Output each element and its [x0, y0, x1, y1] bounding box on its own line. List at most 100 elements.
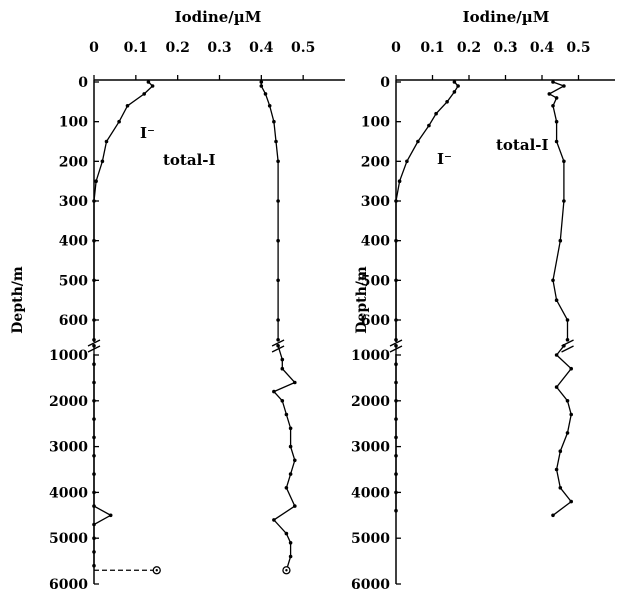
series-line — [552, 345, 573, 516]
data-point — [92, 399, 96, 403]
data-point — [276, 344, 280, 348]
data-point — [565, 338, 570, 342]
label-total-iodine: total-I — [496, 136, 549, 154]
y-tick-label: 0 — [380, 75, 390, 91]
axis-title: Iodine/µM — [175, 8, 262, 26]
data-point — [551, 104, 555, 108]
data-point — [284, 412, 289, 417]
data-point — [284, 531, 289, 536]
axis-title: Iodine/µM — [463, 8, 550, 26]
x-tick-label: 0 — [89, 40, 99, 56]
y-tick-label: 500 — [361, 273, 390, 289]
data-point — [92, 199, 96, 203]
data-point — [547, 92, 552, 96]
data-point — [280, 399, 285, 403]
data-point — [272, 518, 276, 522]
data-point — [434, 111, 438, 116]
y-axis-label: Depth/m — [354, 266, 370, 334]
y-tick-label: 2000 — [49, 394, 88, 410]
data-point — [445, 100, 449, 104]
data-point — [92, 435, 96, 440]
x-tick-label: 0.4 — [530, 40, 555, 56]
series-iodide — [394, 80, 460, 513]
y-tick-label: 600 — [59, 313, 88, 329]
data-point — [276, 199, 280, 203]
y-axis-label: Depth/m — [10, 266, 26, 334]
data-point — [92, 362, 96, 367]
data-point — [569, 499, 573, 504]
data-point — [565, 431, 570, 435]
x-tick-label: 0 — [391, 40, 401, 56]
y-tick-label: 100 — [59, 115, 88, 131]
data-point — [288, 554, 293, 559]
data-point — [394, 380, 398, 385]
y-tick-label: 400 — [361, 234, 390, 250]
data-point — [92, 344, 96, 348]
data-point — [288, 426, 293, 431]
panel-right: Iodine/µM 0 0.1 0.2 0.3 0.4 0.5 0 100 200 300 400 50… — [351, 8, 615, 593]
series-line — [93, 345, 113, 566]
data-point — [259, 80, 264, 84]
data-point — [416, 139, 420, 144]
data-point — [117, 119, 121, 124]
data-point — [394, 435, 398, 440]
y-tick-label: 200 — [361, 154, 390, 170]
data-point — [394, 278, 398, 283]
y-tick-label: 3000 — [351, 440, 390, 456]
data-point — [554, 353, 559, 357]
data-point — [558, 238, 563, 243]
series-line — [93, 81, 154, 340]
x-tick-label: 0.1 — [124, 40, 148, 56]
data-point — [394, 362, 398, 367]
data-point — [272, 389, 276, 394]
y-tick-label: 300 — [361, 194, 390, 210]
data-point — [280, 357, 285, 362]
data-point — [565, 318, 570, 322]
data-point — [272, 119, 276, 124]
y-tick-label: 1000 — [49, 348, 88, 364]
data-point — [551, 278, 555, 283]
data-point — [280, 366, 285, 371]
y-tick-label: 5000 — [49, 531, 88, 547]
x-tick-label: 0.5 — [291, 40, 315, 56]
data-point — [554, 385, 559, 389]
data-point — [569, 412, 573, 417]
data-point — [551, 80, 555, 84]
data-point — [394, 454, 398, 458]
data-point — [288, 541, 293, 545]
y-tick-label: 6000 — [49, 577, 88, 593]
data-point — [394, 318, 398, 322]
series-total-iodine — [259, 80, 297, 575]
data-point — [92, 318, 96, 322]
data-point — [92, 536, 96, 540]
data-point — [284, 486, 289, 490]
data-point — [259, 84, 264, 88]
panel-left: Iodine/µM 0 0.1 0.2 0.3 0.4 0.5 0 100 200 300 400 50… — [10, 8, 345, 593]
label-total-iodine: total-I — [163, 151, 216, 169]
data-point — [394, 338, 398, 342]
series-break-mark — [561, 339, 574, 353]
y-tick-label: 400 — [59, 234, 88, 250]
x-tick-label: 0.2 — [457, 40, 481, 56]
x-tick-label: 0.1 — [420, 40, 444, 56]
y-tick-label: 1000 — [351, 348, 390, 364]
data-point — [554, 467, 559, 472]
data-point — [108, 513, 113, 518]
data-point — [146, 80, 151, 84]
data-point — [288, 472, 293, 476]
data-point — [394, 238, 398, 243]
y-tick-label: 100 — [361, 115, 390, 131]
data-point — [394, 344, 398, 348]
data-point — [562, 159, 566, 164]
x-tick-label: 0.3 — [207, 40, 231, 56]
series-iodide — [92, 80, 161, 575]
data-point — [565, 399, 570, 403]
data-point — [554, 298, 559, 303]
data-point — [92, 472, 96, 476]
y-tick-label: 500 — [59, 273, 88, 289]
data-point — [92, 522, 96, 527]
data-point — [92, 278, 96, 283]
label-iodide: I⁻ — [437, 150, 452, 168]
data-point — [405, 159, 409, 164]
